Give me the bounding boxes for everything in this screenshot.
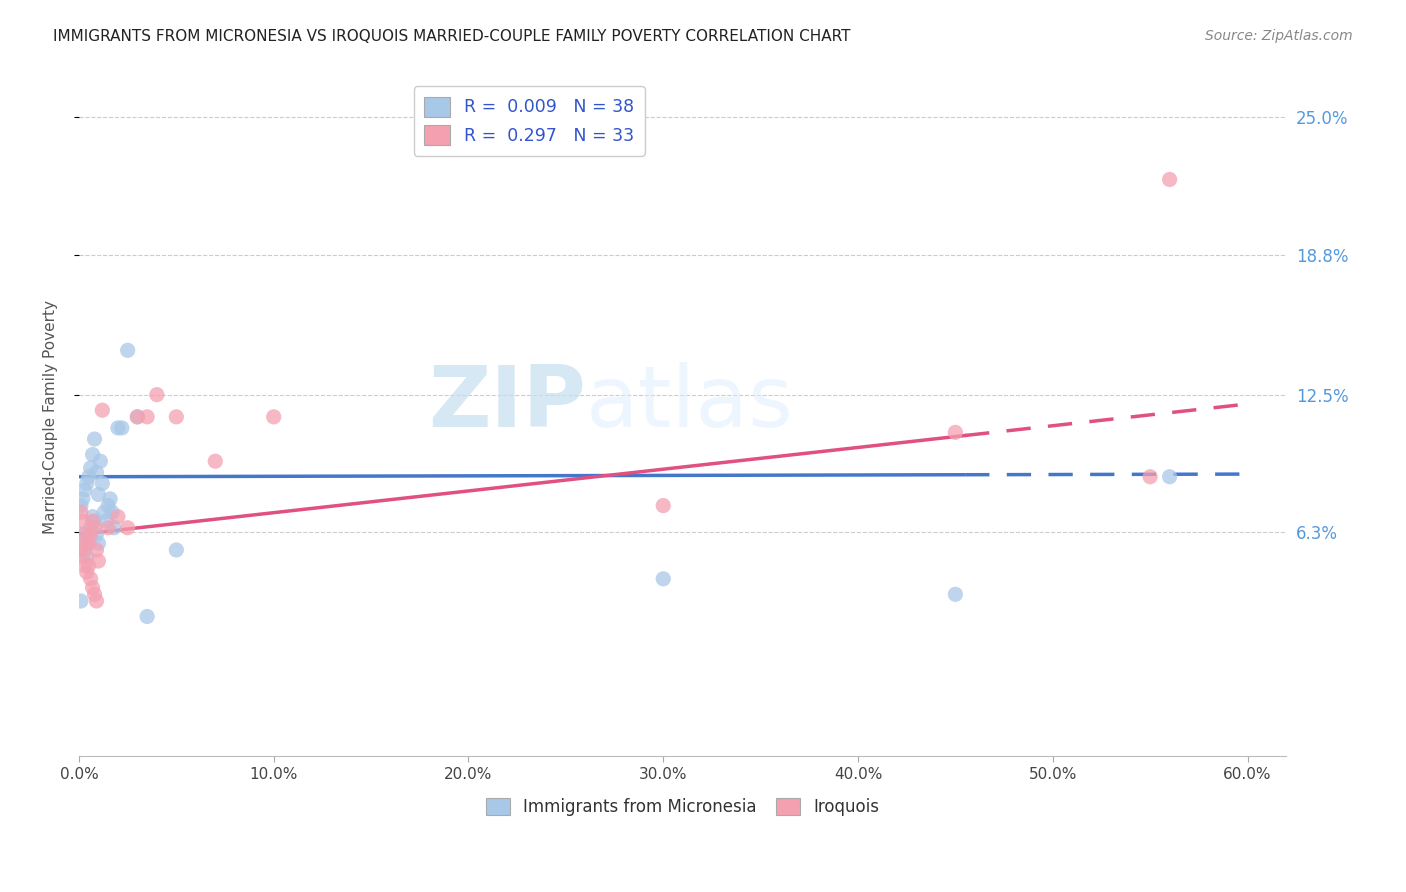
Point: [83, 587, 105, 601]
Point: [107, 421, 129, 435]
Point: [127, 409, 149, 424]
Point: [165, 409, 187, 424]
Point: [77, 558, 100, 573]
Point: [87, 487, 110, 501]
Point: [77, 536, 100, 550]
Point: [117, 343, 139, 358]
Point: [1159, 172, 1181, 186]
Point: [652, 572, 675, 586]
Point: [165, 543, 187, 558]
Point: [89, 454, 111, 468]
Point: [72, 491, 94, 506]
Point: [1159, 469, 1181, 483]
Point: [70, 594, 93, 608]
Point: [79, 527, 101, 541]
Point: [82, 448, 104, 462]
Y-axis label: Married-Couple Family Poverty: Married-Couple Family Poverty: [44, 300, 58, 533]
Point: [111, 421, 134, 435]
Point: [103, 521, 125, 535]
Point: [97, 499, 120, 513]
Point: [76, 549, 98, 564]
Point: [87, 554, 110, 568]
Point: [77, 532, 100, 546]
Point: [91, 403, 114, 417]
Point: [1139, 469, 1161, 483]
Point: [204, 454, 226, 468]
Point: [72, 549, 94, 564]
Point: [945, 587, 967, 601]
Point: [97, 521, 120, 535]
Point: [117, 521, 139, 535]
Point: [72, 536, 94, 550]
Point: [136, 609, 159, 624]
Point: [77, 469, 100, 483]
Point: [93, 505, 115, 519]
Point: [83, 521, 105, 535]
Point: [70, 527, 93, 541]
Point: [73, 527, 96, 541]
Point: [945, 425, 967, 440]
Point: [76, 565, 98, 579]
Text: ZIP: ZIP: [429, 362, 586, 445]
Point: [146, 387, 169, 401]
Point: [83, 514, 105, 528]
Text: Source: ZipAtlas.com: Source: ZipAtlas.com: [1205, 29, 1353, 43]
Point: [107, 509, 129, 524]
Point: [72, 514, 94, 528]
Point: [70, 543, 93, 558]
Point: [86, 527, 108, 541]
Point: [127, 409, 149, 424]
Point: [652, 499, 675, 513]
Point: [86, 465, 108, 479]
Point: [86, 543, 108, 558]
Point: [86, 594, 108, 608]
Point: [91, 476, 114, 491]
Point: [82, 509, 104, 524]
Point: [73, 543, 96, 558]
Point: [79, 521, 101, 535]
Text: IMMIGRANTS FROM MICRONESIA VS IROQUOIS MARRIED-COUPLE FAMILY POVERTY CORRELATION: IMMIGRANTS FROM MICRONESIA VS IROQUOIS M…: [53, 29, 851, 44]
Legend: Immigrants from Micronesia, Iroquois: Immigrants from Micronesia, Iroquois: [479, 791, 886, 822]
Point: [98, 491, 121, 506]
Point: [136, 409, 159, 424]
Point: [96, 514, 118, 528]
Point: [263, 409, 285, 424]
Point: [82, 514, 104, 528]
Point: [76, 536, 98, 550]
Point: [87, 536, 110, 550]
Point: [70, 499, 93, 513]
Point: [73, 483, 96, 497]
Point: [79, 461, 101, 475]
Point: [83, 432, 105, 446]
Point: [82, 581, 104, 595]
Text: atlas: atlas: [586, 362, 794, 445]
Point: [101, 505, 124, 519]
Point: [73, 558, 96, 573]
Point: [76, 476, 98, 491]
Point: [70, 505, 93, 519]
Point: [79, 572, 101, 586]
